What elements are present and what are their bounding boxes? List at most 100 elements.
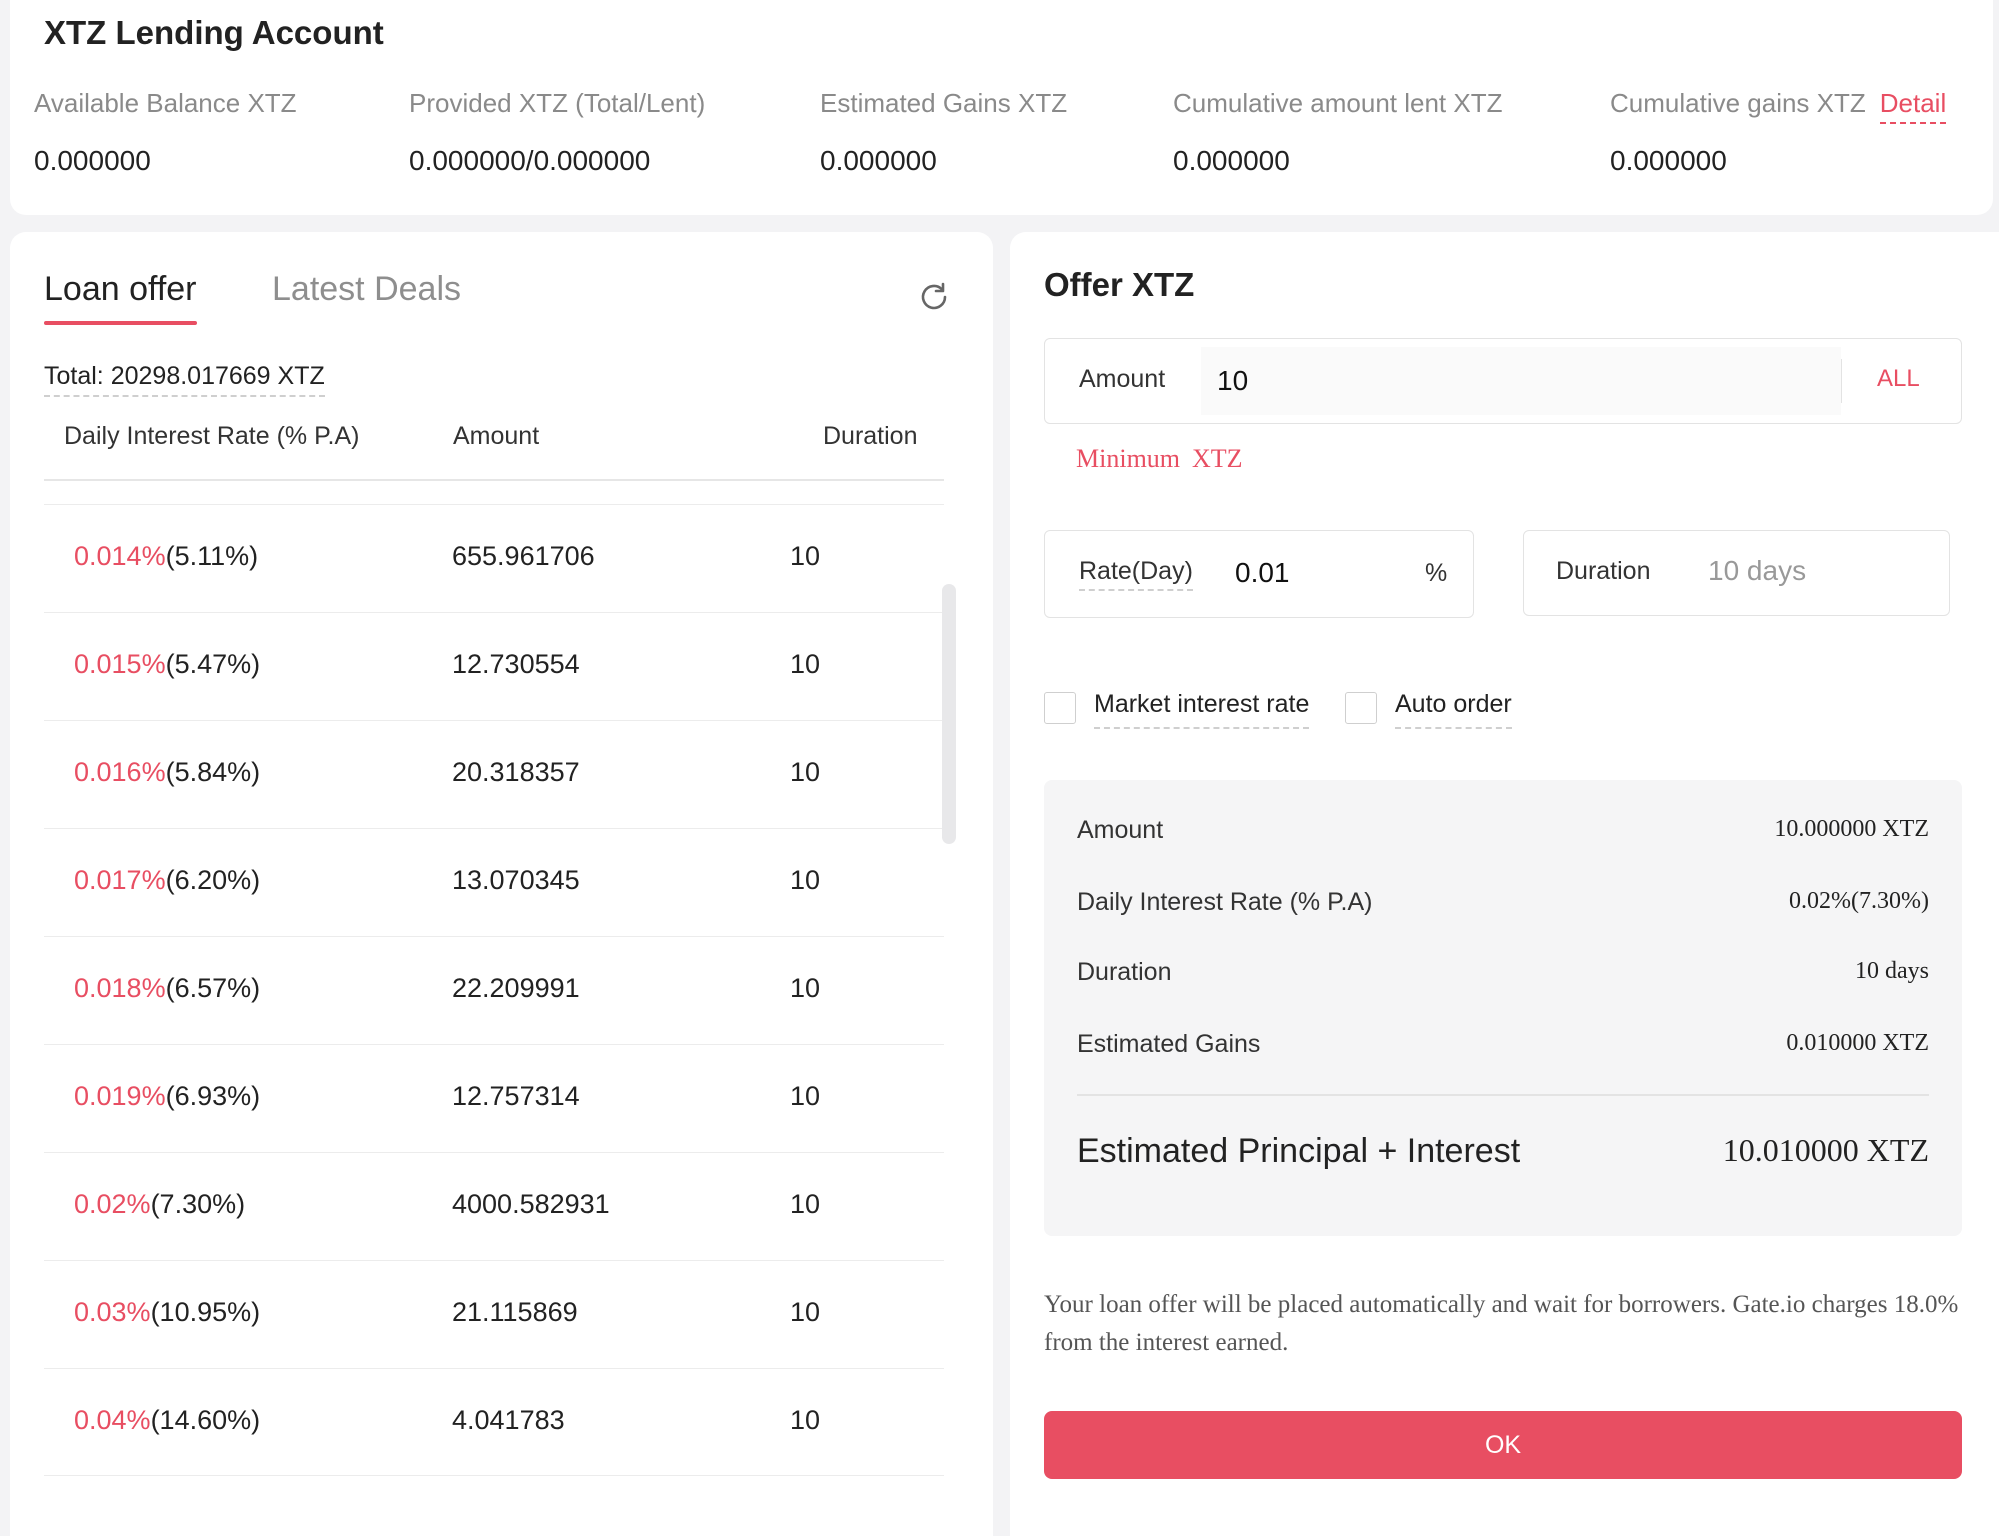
duration-cell: 10 bbox=[790, 757, 821, 787]
annual-rate: (5.47%) bbox=[165, 649, 261, 679]
amount-cell: 655.961706 bbox=[452, 541, 595, 571]
column-header-rate: Daily Interest Rate (% P.A) bbox=[64, 422, 360, 450]
stat-label: Provided XTZ (Total/Lent) bbox=[409, 88, 706, 118]
annual-rate: (5.84%) bbox=[165, 757, 261, 787]
summary-total: Estimated Principal + Interest 10.010000… bbox=[1077, 1132, 1929, 1182]
stat-cumulative-gains: Cumulative gains XTZ Detail 0.000000 bbox=[1610, 88, 1947, 177]
amount-label: Amount bbox=[1079, 365, 1166, 393]
amount-cell: 4000.582931 bbox=[452, 1189, 610, 1219]
total-amount: Total: 20298.017669 XTZ bbox=[44, 362, 325, 397]
summary-value: 0.02%(7.30%) bbox=[1789, 888, 1929, 914]
stat-provided: Provided XTZ (Total/Lent) 0.000000/0.000… bbox=[409, 88, 705, 177]
amount-cell: 13.070345 bbox=[452, 865, 580, 895]
amount-input[interactable] bbox=[1201, 347, 1841, 415]
rate-input[interactable] bbox=[1235, 549, 1395, 597]
offer-note: Your loan offer will be placed automatic… bbox=[1044, 1291, 1959, 1356]
summary-total-value: 10.010000 XTZ bbox=[1722, 1132, 1929, 1168]
tab-loan-offer[interactable]: Loan offer bbox=[44, 270, 197, 325]
duration-value: 10 days bbox=[1708, 555, 1807, 586]
rate-cell: 0.02%(7.30%) bbox=[74, 1189, 245, 1220]
rate-cell: 0.014%(5.11%) bbox=[74, 541, 258, 572]
table-row[interactable]: 0.019%(6.93%) 12.757314 10 bbox=[44, 1044, 944, 1152]
auto-order-checkbox[interactable]: Auto order bbox=[1345, 690, 1512, 729]
refresh-icon[interactable] bbox=[917, 280, 951, 314]
account-title: XTZ Lending Account bbox=[44, 14, 384, 51]
stat-value: 0.000000 bbox=[1610, 145, 1727, 176]
offer-summary: Amount 10.000000 XTZ Daily Interest Rate… bbox=[1044, 780, 1962, 1236]
table-row[interactable]: 0.03%(10.95%) 21.115869 10 bbox=[44, 1260, 944, 1368]
stat-value: 0.000000 bbox=[820, 145, 937, 176]
table-row[interactable]: 0.02%(7.30%) 4000.582931 10 bbox=[44, 1152, 944, 1260]
daily-rate: 0.014% bbox=[74, 541, 166, 571]
all-button[interactable]: ALL bbox=[1877, 365, 1920, 392]
ok-button[interactable]: OK bbox=[1044, 1411, 1962, 1479]
stat-label: Available Balance XTZ bbox=[34, 88, 297, 118]
checkbox-label: Auto order bbox=[1395, 690, 1512, 729]
offer-panel: Offer XTZ Amount ALL Minimum XTZ Rate(Day… bbox=[1010, 232, 1999, 1536]
stat-value: 0.000000/0.000000 bbox=[409, 145, 651, 176]
stat-label: Cumulative amount lent XTZ bbox=[1173, 88, 1503, 118]
duration-cell: 10 bbox=[790, 541, 821, 571]
summary-divider bbox=[1077, 1094, 1929, 1096]
table-row[interactable]: 0.018%(6.57%) 22.209991 10 bbox=[44, 936, 944, 1044]
stat-value: 0.000000 bbox=[1173, 145, 1290, 176]
daily-rate: 0.04% bbox=[74, 1405, 151, 1435]
detail-link[interactable]: Detail bbox=[1879, 88, 1947, 124]
list-scrollbar[interactable] bbox=[942, 584, 956, 844]
checkbox-box[interactable] bbox=[1044, 692, 1076, 724]
summary-label: Estimated Gains bbox=[1077, 1030, 1261, 1058]
daily-rate: 0.017% bbox=[74, 865, 166, 895]
loan-offer-panel: Loan offer Latest Deals Total: 20298.017… bbox=[10, 232, 993, 1536]
stat-label-text: Cumulative gains XTZ bbox=[1610, 88, 1866, 118]
table-row[interactable]: 0.016%(5.84%) 20.318357 10 bbox=[44, 720, 944, 828]
amount-cell: 22.209991 bbox=[452, 973, 580, 1003]
stat-value: 0.000000 bbox=[34, 145, 151, 176]
summary-value: 10.000000 XTZ bbox=[1774, 816, 1929, 842]
table-row[interactable]: 0.04%(14.60%) 4.041783 10 bbox=[44, 1368, 944, 1476]
rate-cell: 0.04%(14.60%) bbox=[74, 1405, 260, 1436]
summary-value: 10 days bbox=[1855, 958, 1929, 984]
annual-rate: (6.57%) bbox=[165, 973, 261, 1003]
annual-rate: (5.11%) bbox=[165, 541, 259, 571]
tab-latest-deals[interactable]: Latest Deals bbox=[272, 270, 461, 308]
table-row[interactable]: 0.017%(6.20%) 13.070345 10 bbox=[44, 828, 944, 936]
annual-rate: (10.95%) bbox=[150, 1297, 261, 1327]
stat-label: Cumulative gains XTZ Detail bbox=[1610, 88, 1947, 124]
duration-field[interactable]: Duration 10 days bbox=[1523, 530, 1950, 616]
column-header-duration: Duration bbox=[823, 422, 918, 450]
rate-cell: 0.03%(10.95%) bbox=[74, 1297, 260, 1328]
table-row[interactable]: 0.014%(5.11%) 655.961706 10 bbox=[44, 504, 944, 612]
daily-rate: 0.03% bbox=[74, 1297, 151, 1327]
checkbox-label: Market interest rate bbox=[1094, 690, 1310, 729]
daily-rate: 0.015% bbox=[74, 649, 166, 679]
table-row[interactable]: 0.015%(5.47%) 12.730554 10 bbox=[44, 612, 944, 720]
duration-cell: 10 bbox=[790, 1081, 821, 1111]
daily-rate: 0.018% bbox=[74, 973, 166, 1003]
daily-rate: 0.019% bbox=[74, 1081, 166, 1111]
daily-rate: 0.02% bbox=[74, 1189, 151, 1219]
summary-label: Daily Interest Rate (% P.A) bbox=[1077, 888, 1373, 916]
rate-cell: 0.017%(6.20%) bbox=[74, 865, 260, 896]
amount-field: Amount ALL bbox=[1044, 338, 1962, 424]
duration-cell: 10 bbox=[790, 1189, 821, 1219]
annual-rate: (6.20%) bbox=[165, 865, 261, 895]
market-interest-rate-checkbox[interactable]: Market interest rate bbox=[1044, 690, 1310, 729]
minimum-word: Minimum bbox=[1076, 444, 1181, 473]
stat-available-balance: Available Balance XTZ 0.000000 bbox=[34, 88, 297, 177]
amount-cell: 20.318357 bbox=[452, 757, 580, 787]
header-divider bbox=[44, 479, 944, 481]
summary-row-duration: Duration 10 days bbox=[1077, 958, 1929, 998]
minimum-hint: Minimum XTZ bbox=[1076, 444, 1255, 474]
rate-cell: 0.016%(5.84%) bbox=[74, 757, 260, 788]
rate-label: Rate(Day) bbox=[1079, 557, 1193, 591]
loan-offer-list: 0.014%(5.11%) 655.961706 10 0.015%(5.47%… bbox=[44, 504, 944, 1476]
stat-label: Estimated Gains XTZ bbox=[820, 88, 1068, 118]
summary-total-label: Estimated Principal + Interest bbox=[1077, 1132, 1521, 1170]
summary-label: Amount bbox=[1077, 816, 1164, 844]
percent-suffix: % bbox=[1425, 559, 1448, 587]
rate-cell: 0.018%(6.57%) bbox=[74, 973, 260, 1004]
checkbox-box[interactable] bbox=[1345, 692, 1377, 724]
amount-cell: 4.041783 bbox=[452, 1405, 565, 1435]
duration-cell: 10 bbox=[790, 1405, 821, 1435]
lending-account-card: XTZ Lending Account Available Balance XT… bbox=[10, 0, 1993, 215]
